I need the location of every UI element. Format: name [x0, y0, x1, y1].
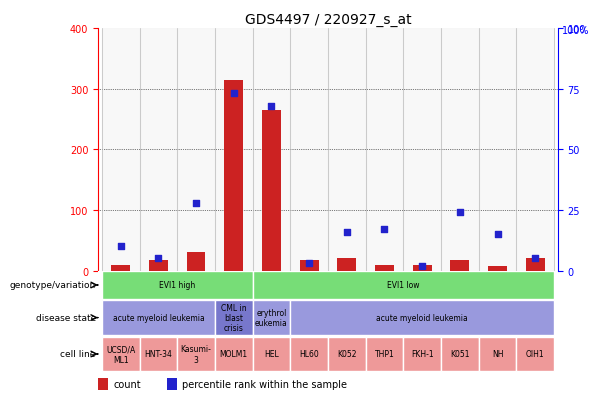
Bar — [291, 301, 554, 335]
Bar — [140, 29, 177, 271]
Bar — [441, 337, 479, 371]
Point — [455, 209, 465, 216]
Point — [304, 260, 314, 267]
Point — [229, 91, 238, 97]
Text: erythrol
eukemia: erythrol eukemia — [255, 308, 287, 328]
Text: EVI1 low: EVI1 low — [387, 281, 419, 290]
Bar — [253, 337, 291, 371]
Bar — [375, 265, 394, 271]
Bar — [441, 29, 479, 271]
Bar — [253, 301, 291, 335]
Point — [493, 231, 503, 238]
Bar — [102, 272, 253, 299]
Text: count: count — [113, 380, 141, 389]
Bar — [403, 337, 441, 371]
Bar — [177, 29, 215, 271]
Bar — [149, 260, 168, 271]
Text: cell line: cell line — [61, 350, 96, 358]
Bar — [516, 337, 554, 371]
Point — [153, 256, 163, 262]
Text: CML in
blast
crisis: CML in blast crisis — [221, 303, 246, 333]
Text: HEL: HEL — [264, 350, 279, 358]
Bar — [112, 265, 130, 271]
Point — [379, 226, 389, 233]
Text: percentile rank within the sample: percentile rank within the sample — [182, 380, 347, 389]
Text: FKH-1: FKH-1 — [411, 350, 433, 358]
Bar — [102, 29, 140, 271]
Point — [191, 200, 201, 206]
Bar — [224, 81, 243, 271]
Point — [417, 263, 427, 269]
Text: 100%: 100% — [562, 26, 590, 36]
Bar — [516, 29, 554, 271]
Point — [116, 243, 126, 250]
Text: HL60: HL60 — [299, 350, 319, 358]
Bar — [140, 337, 177, 371]
Point — [530, 256, 540, 262]
Bar — [328, 337, 365, 371]
Text: genotype/variation: genotype/variation — [10, 281, 96, 290]
Point — [342, 229, 352, 235]
Bar — [403, 29, 441, 271]
Bar — [479, 29, 516, 271]
Bar — [291, 337, 328, 371]
Text: K052: K052 — [337, 350, 357, 358]
Bar — [365, 29, 403, 271]
Bar — [253, 29, 291, 271]
Text: K051: K051 — [450, 350, 470, 358]
Bar — [102, 337, 140, 371]
Text: NH: NH — [492, 350, 503, 358]
Bar — [300, 260, 319, 271]
Text: Kasumi-
3: Kasumi- 3 — [181, 344, 211, 364]
Text: MOLM1: MOLM1 — [219, 350, 248, 358]
Bar — [167, 378, 177, 390]
Bar — [98, 378, 109, 390]
Bar — [413, 265, 432, 271]
Bar — [365, 337, 403, 371]
Bar — [102, 301, 215, 335]
Text: disease state: disease state — [36, 313, 96, 322]
Text: OIH1: OIH1 — [526, 350, 544, 358]
Bar — [262, 111, 281, 271]
Text: THP1: THP1 — [375, 350, 394, 358]
Point — [267, 103, 276, 110]
Text: EVI1 high: EVI1 high — [159, 281, 196, 290]
Text: acute myeloid leukemia: acute myeloid leukemia — [113, 313, 204, 322]
Bar — [488, 266, 507, 271]
Bar — [337, 259, 356, 271]
Text: UCSD/A
ML1: UCSD/A ML1 — [106, 344, 135, 364]
Bar — [177, 337, 215, 371]
Bar — [328, 29, 365, 271]
Bar — [451, 260, 470, 271]
Bar — [479, 337, 516, 371]
Title: GDS4497 / 220927_s_at: GDS4497 / 220927_s_at — [245, 12, 411, 26]
Bar — [215, 29, 253, 271]
Text: acute myeloid leukemia: acute myeloid leukemia — [376, 313, 468, 322]
Bar — [253, 272, 554, 299]
Bar — [215, 337, 253, 371]
Bar — [291, 29, 328, 271]
Text: HNT-34: HNT-34 — [145, 350, 172, 358]
Bar — [526, 259, 544, 271]
Bar — [215, 301, 253, 335]
Bar — [186, 253, 205, 271]
